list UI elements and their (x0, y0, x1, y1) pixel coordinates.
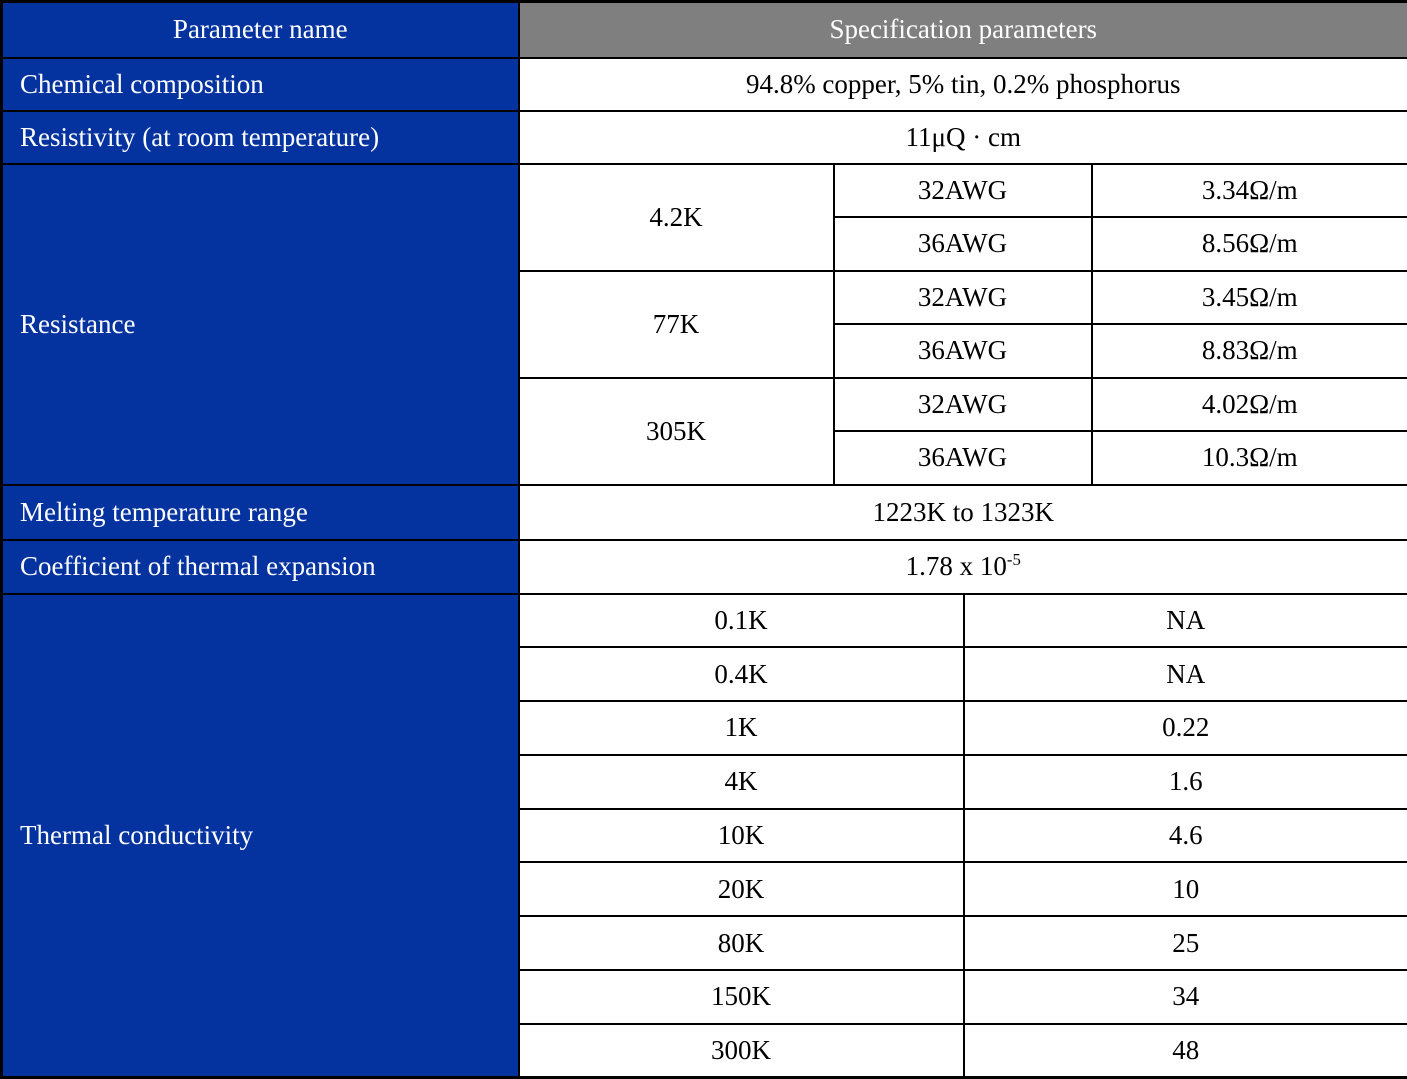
cell-resistance-value: 10.3Ω/m (1092, 431, 1407, 485)
row-label-melting-temperature-range: Melting temperature range (2, 485, 519, 540)
cell-resistance-value: 8.83Ω/m (1092, 324, 1407, 378)
row-label-resistivity: Resistivity (at room temperature) (2, 111, 519, 164)
cell-thermal-value: NA (964, 647, 1407, 701)
cell-thermal-temp: 1K (519, 701, 964, 755)
cell-resistance-value: 3.34Ω/m (1092, 164, 1407, 218)
cell-resistance-temp-4-2k: 4.2K (519, 164, 834, 271)
cell-chemical-composition-value: 94.8% copper, 5% tin, 0.2% phosphorus (519, 58, 1407, 111)
column-header-parameter-name: Parameter name (2, 2, 519, 58)
cell-cte-value: 1.78 x 10-5 (519, 540, 1407, 594)
cell-thermal-temp: 80K (519, 916, 964, 970)
cell-resistance-value: 4.02Ω/m (1092, 378, 1407, 432)
cell-resistance-gauge: 36AWG (834, 431, 1092, 485)
cell-resistance-gauge: 32AWG (834, 271, 1092, 325)
table-row: Melting temperature range 1223K to 1323K (2, 485, 1407, 540)
cell-thermal-temp: 150K (519, 970, 964, 1024)
cell-resistance-value: 8.56Ω/m (1092, 217, 1407, 271)
cell-thermal-temp: 10K (519, 809, 964, 863)
row-label-coefficient-thermal-expansion: Coefficient of thermal expansion (2, 540, 519, 594)
table-row: Resistance 4.2K 32AWG 3.34Ω/m (2, 164, 1407, 218)
cell-thermal-temp: 300K (519, 1024, 964, 1078)
cell-resistance-gauge: 32AWG (834, 378, 1092, 432)
row-label-chemical-composition: Chemical composition (2, 58, 519, 111)
cell-thermal-temp: 0.1K (519, 594, 964, 648)
cell-thermal-value: 10 (964, 862, 1407, 916)
cell-thermal-value: 34 (964, 970, 1407, 1024)
cell-thermal-value: NA (964, 594, 1407, 648)
cell-melting-range-value: 1223K to 1323K (519, 485, 1407, 540)
cell-resistance-temp-305k: 305K (519, 378, 834, 485)
cell-resistivity-value: 11μQ · cm (519, 111, 1407, 164)
row-label-thermal-conductivity: Thermal conductivity (2, 594, 519, 1078)
cell-resistance-gauge: 32AWG (834, 164, 1092, 218)
table-row: Coefficient of thermal expansion 1.78 x … (2, 540, 1407, 594)
cell-thermal-value: 4.6 (964, 809, 1407, 863)
cell-resistance-value: 3.45Ω/m (1092, 271, 1407, 325)
cell-thermal-value: 1.6 (964, 755, 1407, 809)
cte-value-base: 1.78 x 10 (906, 551, 1007, 581)
table-row: Chemical composition 94.8% copper, 5% ti… (2, 58, 1407, 111)
cell-resistance-gauge: 36AWG (834, 324, 1092, 378)
table-header-row: Parameter name Specification parameters (2, 2, 1407, 58)
cell-thermal-temp: 4K (519, 755, 964, 809)
cell-thermal-value: 0.22 (964, 701, 1407, 755)
cte-value-exponent: -5 (1007, 550, 1021, 569)
cell-thermal-temp: 20K (519, 862, 964, 916)
table-row: Resistivity (at room temperature) 11μQ ·… (2, 111, 1407, 164)
cell-thermal-value: 25 (964, 916, 1407, 970)
cell-thermal-temp: 0.4K (519, 647, 964, 701)
row-label-resistance: Resistance (2, 164, 519, 485)
table-row: Thermal conductivity 0.1K NA (2, 594, 1407, 648)
column-header-specification-parameters: Specification parameters (519, 2, 1407, 58)
cell-thermal-value: 48 (964, 1024, 1407, 1078)
cell-resistance-temp-77k: 77K (519, 271, 834, 378)
cell-resistance-gauge: 36AWG (834, 217, 1092, 271)
